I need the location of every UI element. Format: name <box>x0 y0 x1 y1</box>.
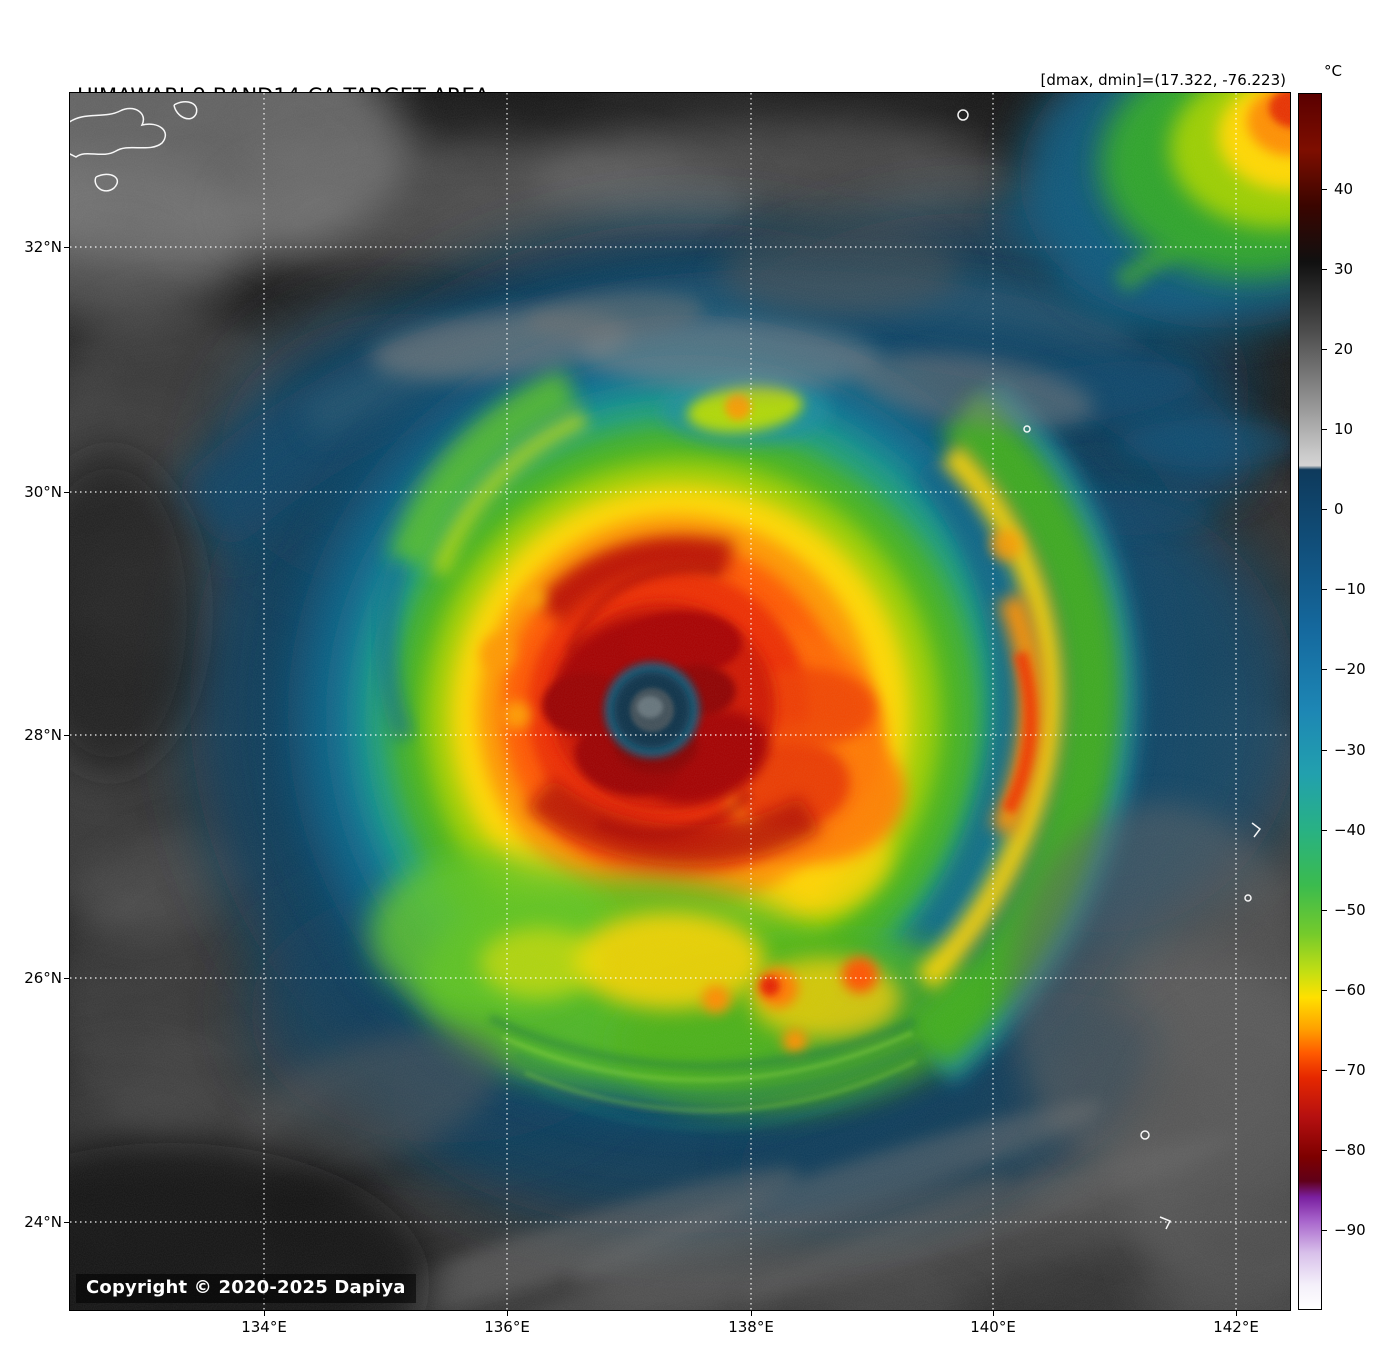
colorbar-tick-mark <box>1322 1150 1327 1151</box>
colorbar-tick-label: 0 <box>1334 500 1344 518</box>
satellite-image <box>70 93 1290 1310</box>
colorbar-tick-mark <box>1322 269 1327 270</box>
colorbar <box>1298 93 1322 1310</box>
colorbar-tick-mark <box>1322 589 1327 590</box>
colorbar-tick-label: −30 <box>1334 741 1366 759</box>
lat-tick-mark <box>64 247 69 248</box>
lon-tick-mark <box>751 1311 752 1316</box>
lon-tick-label: 136°E <box>484 1318 530 1336</box>
colorbar-tick-mark <box>1322 990 1327 991</box>
lat-tick-mark <box>64 978 69 979</box>
lat-tick-label: 32°N <box>24 238 62 256</box>
colorbar-tick-label: −20 <box>1334 660 1366 678</box>
lon-tick-mark <box>507 1311 508 1316</box>
lat-tick-mark <box>64 492 69 493</box>
lon-tick-mark <box>993 1311 994 1316</box>
colorbar-tick-label: 30 <box>1334 260 1354 278</box>
colorbar-tick-label: −50 <box>1334 901 1366 919</box>
colorbar-tick-label: −70 <box>1334 1061 1366 1079</box>
lon-tick-label: 138°E <box>728 1318 774 1336</box>
colorbar-tick-mark <box>1322 349 1327 350</box>
lat-tick-label: 24°N <box>24 1213 62 1231</box>
colorbar-tick-mark <box>1322 509 1327 510</box>
lat-tick-mark <box>64 735 69 736</box>
lat-tick-mark <box>64 1222 69 1223</box>
lon-tick-mark <box>1236 1311 1237 1316</box>
lon-tick-label: 142°E <box>1213 1318 1259 1336</box>
colorbar-tick-mark <box>1322 189 1327 190</box>
lon-tick-label: 140°E <box>970 1318 1016 1336</box>
lon-tick-label: 134°E <box>241 1318 287 1336</box>
colorbar-tick-mark <box>1322 1230 1327 1231</box>
colorbar-tick-mark <box>1322 669 1327 670</box>
colorbar-tick-mark <box>1322 429 1327 430</box>
lon-tick-mark <box>264 1311 265 1316</box>
lat-tick-label: 26°N <box>24 969 62 987</box>
copyright-badge: Copyright © 2020-2025 Dapiya <box>76 1274 416 1303</box>
colorbar-tick-label: −60 <box>1334 981 1366 999</box>
film-grain-overlay <box>70 93 1290 1310</box>
colorbar-tick-mark <box>1322 830 1327 831</box>
colorbar-tick-label: −80 <box>1334 1141 1366 1159</box>
colorbar-tick-label: −10 <box>1334 580 1366 598</box>
colorbar-tick-label: −40 <box>1334 821 1366 839</box>
colorbar-tick-label: 40 <box>1334 180 1354 198</box>
colorbar-tick-label: 20 <box>1334 340 1354 358</box>
lat-tick-label: 30°N <box>24 483 62 501</box>
colorbar-tick-mark <box>1322 910 1327 911</box>
colorbar-tick-label: −90 <box>1334 1221 1366 1239</box>
colorbar-unit-label: °C <box>1324 62 1342 80</box>
dmax-dmin-text: [dmax, dmin]=(17.322, -76.223) <box>1040 71 1286 89</box>
map-plot-area: Copyright © 2020-2025 Dapiya <box>69 92 1291 1311</box>
coastline-layer <box>70 101 1262 1230</box>
lat-tick-label: 28°N <box>24 726 62 744</box>
colorbar-tick-label: 10 <box>1334 420 1354 438</box>
gridlines <box>70 93 1290 1310</box>
colorbar-tick-mark <box>1322 750 1327 751</box>
colorbar-tick-mark <box>1322 1070 1327 1071</box>
